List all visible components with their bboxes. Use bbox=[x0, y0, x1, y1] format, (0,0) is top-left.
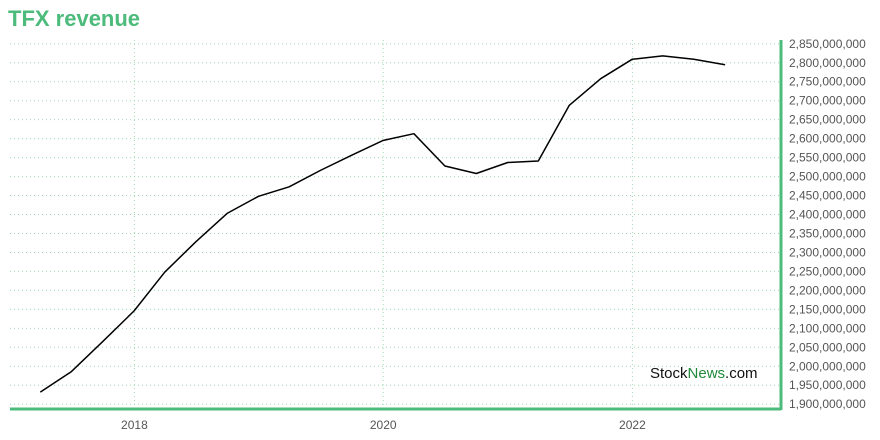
y-tick-label: 2,750,000,000 bbox=[789, 75, 866, 89]
x-tick-label: 2020 bbox=[370, 418, 397, 432]
y-tick-label: 2,650,000,000 bbox=[789, 113, 866, 127]
watermark-part-1: Stock bbox=[650, 365, 688, 382]
grid bbox=[10, 40, 780, 408]
y-tick-label: 2,500,000,000 bbox=[789, 170, 866, 184]
watermark: StockNews.com bbox=[650, 365, 758, 382]
series-line bbox=[39, 55, 726, 393]
y-tick-label: 2,250,000,000 bbox=[789, 264, 866, 278]
y-tick-label: 2,850,000,000 bbox=[789, 37, 866, 51]
watermark-part-3: .com bbox=[725, 365, 758, 382]
y-tick-label: 2,050,000,000 bbox=[789, 340, 866, 354]
y-tick-label: 2,350,000,000 bbox=[789, 226, 866, 240]
x-tick-label: 2018 bbox=[121, 418, 148, 432]
y-tick-label: 2,150,000,000 bbox=[789, 302, 866, 316]
y-tick-label: 2,400,000,000 bbox=[789, 208, 866, 222]
y-tick-label: 1,900,000,000 bbox=[789, 397, 866, 411]
y-tick-label: 2,200,000,000 bbox=[789, 283, 866, 297]
y-tick-label: 2,300,000,000 bbox=[789, 245, 866, 259]
series-group bbox=[39, 55, 726, 393]
y-tick-label: 2,800,000,000 bbox=[789, 56, 866, 70]
x-axis-ticks: 2018 2020 2022 bbox=[121, 418, 646, 432]
y-tick-label: 2,550,000,000 bbox=[789, 151, 866, 165]
y-tick-label: 2,100,000,000 bbox=[789, 321, 866, 335]
axes bbox=[10, 40, 783, 411]
y-axis-ticks: 1,900,000,000 1,950,000,000 2,000,000,000 2… bbox=[789, 37, 866, 411]
y-tick-label: 2,600,000,000 bbox=[789, 132, 866, 146]
watermark-part-2: News bbox=[687, 365, 726, 382]
y-tick-label: 1,950,000,000 bbox=[789, 378, 866, 392]
chart-title: TFX revenue bbox=[8, 6, 141, 31]
y-tick-label: 2,450,000,000 bbox=[789, 189, 866, 203]
y-tick-label: 2,700,000,000 bbox=[789, 94, 866, 108]
x-tick-label: 2022 bbox=[619, 418, 646, 432]
y-tick-label: 2,000,000,000 bbox=[789, 359, 866, 373]
